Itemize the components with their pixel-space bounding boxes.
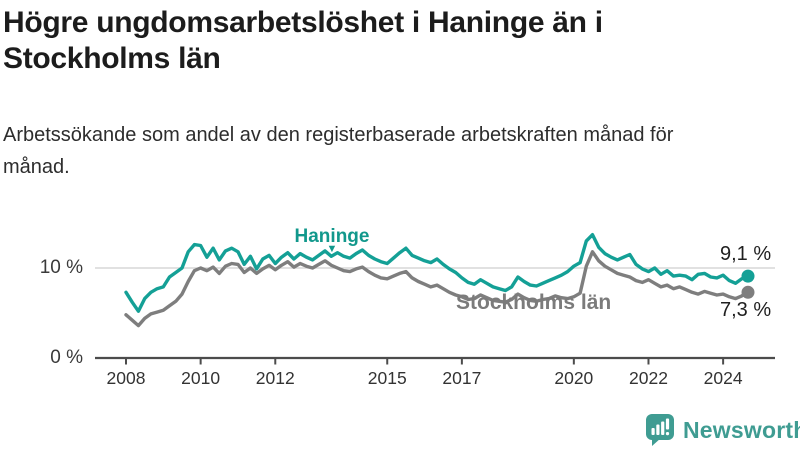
stockholm-series-label: Stockholms län [456, 291, 612, 314]
x-tick-label: 2022 [629, 368, 668, 388]
y-axis-label-0: 0 % [50, 347, 83, 368]
newsworthy-logo-text: Newsworthy [683, 416, 800, 443]
x-tick-label: 2020 [554, 368, 593, 388]
page-title: Högre ungdomsarbetslöshet i Haninge än i… [3, 6, 603, 75]
haninge-line [124, 233, 750, 313]
x-tick-label: 2012 [256, 368, 295, 388]
haninge-end-value-label: 9,1 % [720, 243, 772, 265]
chart-subtitle: Arbetssökande som andel av den registerb… [3, 124, 674, 178]
stockholm-line [124, 250, 750, 328]
x-tick-label: 2008 [107, 368, 146, 388]
x-tick-label: 2017 [442, 368, 481, 388]
x-tick-label: 2015 [368, 368, 407, 388]
y-axis-label-10: 10 % [39, 257, 83, 278]
newsworthy-branding: Newsworthy [645, 413, 800, 447]
newsworthy-logo-icon [646, 414, 674, 446]
haninge-end-dot [741, 269, 755, 283]
x-tick-label: 2010 [181, 368, 220, 388]
stockholm-end-dot [741, 285, 755, 299]
chart-canvas: 2008 2010 2012 2015 2017 2020 2022 2024 [95, 233, 775, 388]
arrow-down-icon: ▼ [326, 243, 338, 255]
haninge-series-label: Haninge [294, 226, 370, 247]
stockholm-end-value-label: 7,3 % [720, 299, 772, 321]
x-tick-label: 2024 [704, 368, 743, 388]
